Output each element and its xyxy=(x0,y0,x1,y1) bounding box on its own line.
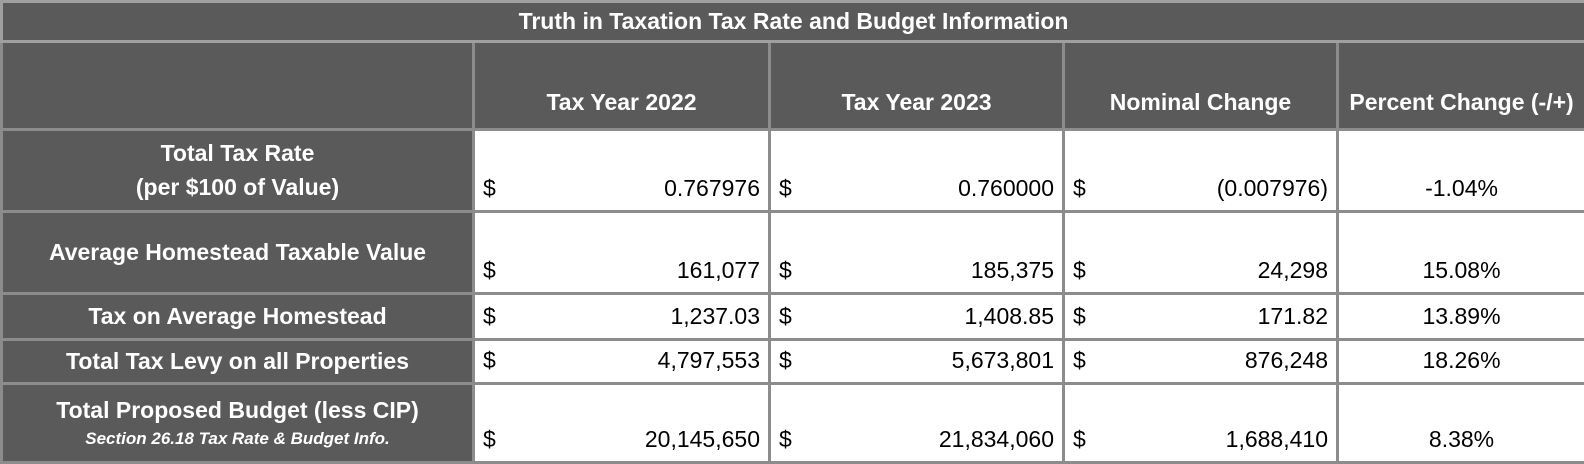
row-label: Average Homestead Taxable Value xyxy=(2,212,474,294)
row-label-line: Total Proposed Budget (less CIP) xyxy=(11,394,464,427)
currency-symbol: $ xyxy=(779,175,792,202)
amount-cell: $21,834,060 xyxy=(770,384,1064,463)
currency-symbol: $ xyxy=(483,175,496,202)
row-label-line: Total Tax Levy on all Properties xyxy=(11,345,464,378)
column-header: Nominal Change xyxy=(1064,42,1338,130)
amount-cell: $185,375 xyxy=(770,212,1064,294)
column-header: Percent Change (-/+) xyxy=(1338,42,1584,130)
row-label: Total Tax Rate(per $100 of Value) xyxy=(2,130,474,212)
row-label: Total Tax Levy on all Properties xyxy=(2,340,474,384)
amount: 161,077 xyxy=(677,257,760,284)
amount-cell: $171.82 xyxy=(1064,294,1338,340)
amount: 4,797,553 xyxy=(658,347,760,374)
currency-symbol: $ xyxy=(1073,426,1086,453)
amount: 1,688,410 xyxy=(1226,426,1328,453)
percent-cell: 13.89% xyxy=(1338,294,1584,340)
amount: 876,248 xyxy=(1245,347,1328,374)
data-row: Total Tax Rate(per $100 of Value)$0.7679… xyxy=(2,130,1584,212)
currency-symbol: $ xyxy=(483,347,496,374)
amount: 24,298 xyxy=(1258,257,1328,284)
currency-symbol: $ xyxy=(779,347,792,374)
amount: 1,408.85 xyxy=(964,303,1054,330)
amount-cell: $4,797,553 xyxy=(474,340,770,384)
header-blank xyxy=(2,42,474,130)
table-title: Truth in Taxation Tax Rate and Budget In… xyxy=(2,2,1584,42)
column-header: Tax Year 2023 xyxy=(770,42,1064,130)
amount: 20,145,650 xyxy=(645,426,760,453)
row-label-line: (per $100 of Value) xyxy=(11,171,464,204)
row-label: Tax on Average Homestead xyxy=(2,294,474,340)
amount-cell: $161,077 xyxy=(474,212,770,294)
currency-symbol: $ xyxy=(1073,347,1086,374)
data-row: Average Homestead Taxable Value$161,077$… xyxy=(2,212,1584,294)
amount: 185,375 xyxy=(971,257,1054,284)
data-row: Total Proposed Budget (less CIP)Section … xyxy=(2,384,1584,463)
row-note: Section 26.18 Tax Rate & Budget Info. xyxy=(11,427,464,452)
currency-symbol: $ xyxy=(1073,303,1086,330)
currency-symbol: $ xyxy=(779,257,792,284)
percent-cell: 18.26% xyxy=(1338,340,1584,384)
column-header: Tax Year 2022 xyxy=(474,42,770,130)
row-label-line: Total Tax Rate xyxy=(11,137,464,170)
data-row: Tax on Average Homestead$1,237.03$1,408.… xyxy=(2,294,1584,340)
amount: 5,673,801 xyxy=(952,347,1054,374)
amount: 21,834,060 xyxy=(939,426,1054,453)
currency-symbol: $ xyxy=(1073,257,1086,284)
row-label: Total Proposed Budget (less CIP)Section … xyxy=(2,384,474,463)
percent-cell: 15.08% xyxy=(1338,212,1584,294)
currency-symbol: $ xyxy=(483,426,496,453)
currency-symbol: $ xyxy=(483,303,496,330)
data-row: Total Tax Levy on all Properties $4,797,5… xyxy=(2,340,1584,384)
currency-symbol: $ xyxy=(779,426,792,453)
amount-cell: $1,408.85 xyxy=(770,294,1064,340)
row-label-line: Tax on Average Homestead xyxy=(11,300,464,333)
currency-symbol: $ xyxy=(779,303,792,330)
percent-cell: 8.38% xyxy=(1338,384,1584,463)
amount-cell: $876,248 xyxy=(1064,340,1338,384)
row-label-line: Average Homestead Taxable Value xyxy=(11,236,464,269)
amount: 0.760000 xyxy=(958,175,1054,202)
amount: 0.767976 xyxy=(664,175,760,202)
currency-symbol: $ xyxy=(1073,175,1086,202)
amount-cell: $5,673,801 xyxy=(770,340,1064,384)
amount-cell: $1,237.03 xyxy=(474,294,770,340)
amount-cell: $0.767976 xyxy=(474,130,770,212)
amount-cell: $ (0.007976) xyxy=(1064,130,1338,212)
amount-cell: $24,298 xyxy=(1064,212,1338,294)
amount: 171.82 xyxy=(1258,303,1328,330)
amount-cell: $20,145,650 xyxy=(474,384,770,463)
amount-cell: $1,688,410 xyxy=(1064,384,1338,463)
percent-cell: -1.04% xyxy=(1338,130,1584,212)
amount: 1,237.03 xyxy=(670,303,760,330)
amount: (0.007976) xyxy=(1217,175,1328,202)
currency-symbol: $ xyxy=(483,257,496,284)
amount-cell: $0.760000 xyxy=(770,130,1064,212)
